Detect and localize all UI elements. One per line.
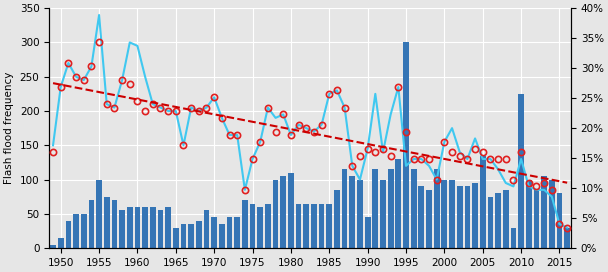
Bar — [196, 221, 202, 248]
Bar — [104, 197, 109, 248]
Bar — [227, 217, 232, 248]
Bar — [326, 203, 332, 248]
Bar — [50, 245, 56, 248]
Bar — [511, 228, 516, 248]
Bar — [111, 200, 117, 248]
Bar — [295, 203, 302, 248]
Bar — [388, 169, 393, 248]
Bar — [395, 159, 401, 248]
Bar — [150, 207, 156, 248]
Bar — [488, 197, 493, 248]
Bar — [534, 190, 539, 248]
Bar — [503, 190, 509, 248]
Bar — [96, 180, 102, 248]
Bar — [119, 211, 125, 248]
Bar — [89, 200, 94, 248]
Bar — [357, 180, 363, 248]
Bar — [280, 176, 286, 248]
Bar — [204, 211, 209, 248]
Bar — [465, 186, 470, 248]
Bar — [541, 176, 547, 248]
Bar — [411, 169, 416, 248]
Bar — [403, 42, 409, 248]
Bar — [495, 193, 501, 248]
Bar — [212, 217, 217, 248]
Bar — [165, 207, 171, 248]
Bar — [188, 224, 194, 248]
Bar — [418, 186, 424, 248]
Bar — [219, 224, 225, 248]
Bar — [334, 190, 340, 248]
Bar — [173, 228, 179, 248]
Bar — [288, 173, 294, 248]
Bar — [303, 203, 309, 248]
Bar — [556, 193, 562, 248]
Bar — [66, 221, 71, 248]
Bar — [73, 214, 79, 248]
Bar — [272, 180, 278, 248]
Bar — [365, 217, 370, 248]
Bar — [472, 183, 478, 248]
Bar — [142, 207, 148, 248]
Bar — [242, 200, 247, 248]
Bar — [549, 180, 554, 248]
Bar — [449, 180, 455, 248]
Bar — [480, 156, 486, 248]
Bar — [457, 186, 463, 248]
Bar — [526, 180, 531, 248]
Bar — [157, 211, 164, 248]
Bar — [350, 176, 355, 248]
Y-axis label: Flash flood frequency: Flash flood frequency — [4, 72, 14, 184]
Bar — [342, 169, 348, 248]
Bar — [250, 203, 255, 248]
Bar — [426, 190, 432, 248]
Bar — [311, 203, 317, 248]
Bar — [319, 203, 325, 248]
Bar — [127, 207, 133, 248]
Bar — [441, 180, 447, 248]
Bar — [58, 238, 64, 248]
Bar — [564, 228, 570, 248]
Bar — [81, 214, 86, 248]
Bar — [234, 217, 240, 248]
Bar — [257, 207, 263, 248]
Bar — [134, 207, 140, 248]
Bar — [181, 224, 187, 248]
Bar — [518, 94, 524, 248]
Bar — [434, 169, 440, 248]
Bar — [380, 180, 386, 248]
Bar — [265, 203, 271, 248]
Bar — [373, 169, 378, 248]
